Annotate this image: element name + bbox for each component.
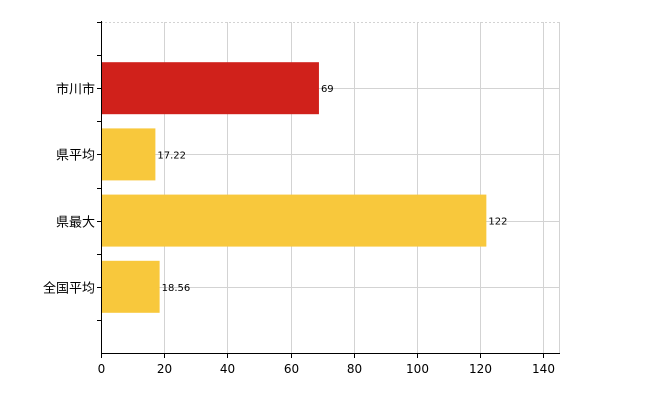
x-tick-label: 140 (532, 362, 555, 376)
bar-layer (102, 62, 487, 313)
x-tick-label: 80 (347, 362, 362, 376)
axis-layer (97, 21, 560, 358)
bar-value-label: 122 (488, 217, 507, 228)
x-tick-label: 20 (157, 362, 172, 376)
bar-value-label: 69 (321, 84, 334, 95)
y-category-label: 全国平均 (43, 281, 95, 297)
bar (102, 260, 160, 313)
y-category-label: 県平均 (56, 149, 95, 164)
bar-value-label: 18.56 (162, 283, 191, 294)
y-category-label: 市川市 (56, 82, 95, 98)
x-tick-label: 60 (284, 362, 299, 376)
x-tick-label: 40 (220, 362, 235, 376)
bar (102, 194, 487, 247)
bar (102, 62, 319, 115)
bar-value-label: 17.22 (157, 150, 186, 161)
bar (102, 128, 156, 181)
x-tick-label: 120 (469, 362, 492, 376)
x-tick-label: 0 (98, 362, 106, 376)
x-tick-label: 100 (406, 362, 429, 376)
y-category-label: 県最大 (56, 216, 95, 231)
